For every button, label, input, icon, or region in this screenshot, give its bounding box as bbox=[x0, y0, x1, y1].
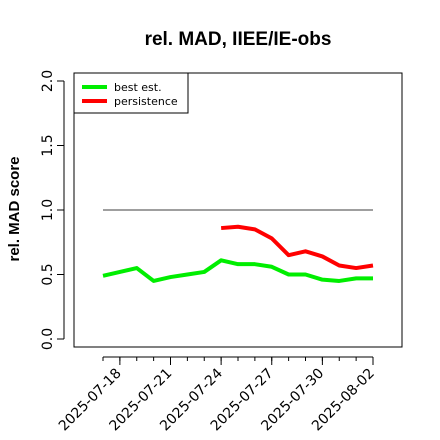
chart-title: rel. MAD, IIEE/IE-obs bbox=[145, 29, 332, 50]
y-axis-label: rel. MAD score bbox=[6, 156, 23, 261]
y-tick-label: 2.0 bbox=[40, 70, 56, 92]
plot-layer bbox=[102, 209, 374, 283]
plot-frame bbox=[73, 72, 403, 348]
legend-label: best est. bbox=[114, 81, 162, 94]
legend-label: persistence bbox=[114, 95, 178, 108]
legend: best est.persistence bbox=[73, 72, 189, 114]
legend-box bbox=[73, 72, 189, 114]
y-tick-label: 0.0 bbox=[40, 328, 56, 350]
y-axis: 0.0 0.5 1.0 1.5 2.0 bbox=[40, 70, 65, 350]
y-tick-label: 0.5 bbox=[40, 263, 56, 285]
y-tick-label: 1.0 bbox=[40, 199, 56, 221]
y-tick-label: 1.5 bbox=[40, 134, 56, 156]
series-line-persistence bbox=[220, 224, 374, 271]
series-line-best-est bbox=[102, 258, 373, 283]
x-axis: 2025-07-182025-07-212025-07-242025-07-27… bbox=[56, 356, 378, 434]
